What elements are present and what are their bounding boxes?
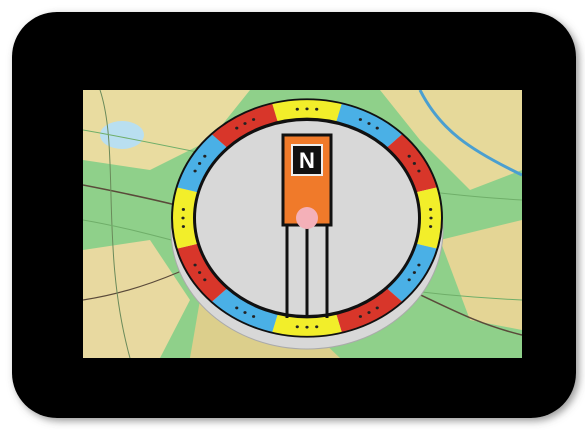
compass: N [170, 98, 444, 350]
n-box [291, 144, 323, 176]
bezel-dot [417, 263, 421, 267]
bezel-dot [429, 225, 433, 228]
bezel-dot [252, 118, 256, 121]
bezel-dot [243, 122, 247, 125]
bezel-dot [193, 169, 197, 173]
north-label: N [299, 148, 315, 173]
bezel-dot [181, 216, 185, 220]
bezel-dot [367, 311, 371, 314]
bezel-dot [235, 306, 239, 310]
bezel-dot [407, 278, 411, 282]
bezel [171, 98, 443, 338]
bezel-dot [181, 225, 185, 228]
bezel-dot [407, 154, 411, 158]
bezel-dot [367, 122, 371, 125]
bezel-dot [198, 162, 202, 165]
bezel-dot [252, 315, 256, 318]
bezel-dot [181, 208, 185, 211]
bezel-dot [203, 278, 207, 282]
bezel-dot [412, 271, 416, 274]
bezel-dot [315, 107, 319, 111]
bezel-dot [243, 311, 247, 314]
bezel-dot [375, 306, 379, 310]
bezel-dot [358, 315, 362, 318]
bezel-edge [171, 98, 443, 338]
bezel-dot [203, 154, 207, 158]
bezel-dot [305, 325, 309, 329]
bezel-dot [417, 169, 421, 173]
bezel-dot [429, 216, 433, 220]
bezel-dot [429, 208, 433, 211]
pivot [296, 207, 318, 229]
bezel-dot [375, 126, 379, 130]
bezel-dot [305, 107, 309, 111]
bezel-dot [295, 325, 299, 329]
bezel-dot [295, 107, 299, 111]
bezel-dot [198, 271, 202, 274]
bezel-dot [358, 118, 362, 121]
bezel-dot [235, 126, 239, 130]
bezel-dot [412, 162, 416, 165]
bezel-dot [315, 325, 319, 329]
bezel-dot [193, 263, 197, 267]
